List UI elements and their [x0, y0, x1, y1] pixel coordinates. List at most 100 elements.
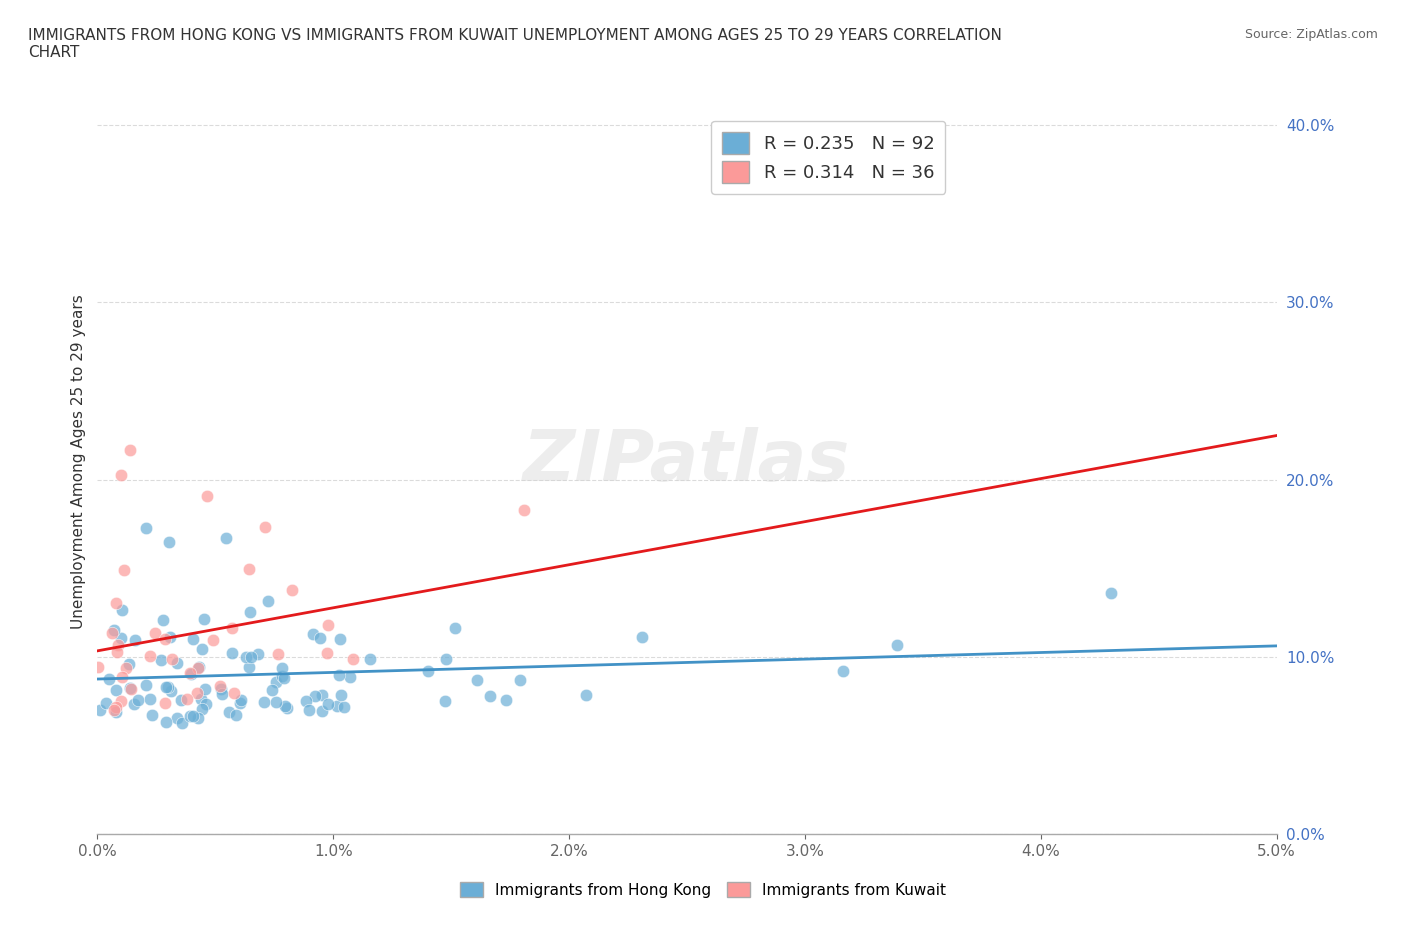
- Point: [443, 620, 465, 635]
- Point: [208, 679, 231, 694]
- Point: [111, 670, 134, 684]
- Point: [103, 702, 125, 717]
- Legend: Immigrants from Hong Kong, Immigrants from Kuwait: Immigrants from Hong Kong, Immigrants fr…: [454, 875, 952, 904]
- Point: [298, 702, 321, 717]
- Point: [181, 631, 204, 646]
- Point: [179, 666, 201, 681]
- Point: [120, 682, 142, 697]
- Point: [434, 693, 457, 708]
- Point: [224, 685, 246, 700]
- Point: [342, 652, 364, 667]
- Point: [139, 649, 162, 664]
- Point: [105, 644, 128, 659]
- Point: [221, 645, 243, 660]
- Point: [332, 699, 354, 714]
- Text: Source: ZipAtlas.com: Source: ZipAtlas.com: [1244, 28, 1378, 41]
- Point: [160, 651, 183, 666]
- Point: [238, 659, 260, 674]
- Point: [107, 638, 129, 653]
- Point: [295, 693, 318, 708]
- Point: [101, 625, 124, 640]
- Point: [465, 673, 488, 688]
- Point: [630, 630, 652, 644]
- Point: [211, 686, 233, 701]
- Point: [135, 678, 157, 693]
- Point: [104, 704, 127, 719]
- Point: [127, 693, 149, 708]
- Point: [124, 632, 146, 647]
- Point: [264, 674, 287, 689]
- Point: [191, 701, 214, 716]
- Point: [311, 703, 333, 718]
- Point: [267, 646, 290, 661]
- Point: [256, 594, 278, 609]
- Point: [359, 651, 381, 666]
- Point: [273, 671, 295, 685]
- Point: [304, 689, 326, 704]
- Point: [190, 692, 212, 707]
- Point: [253, 695, 276, 710]
- Point: [181, 709, 204, 724]
- Legend: R = 0.235   N = 92, R = 0.314   N = 36: R = 0.235 N = 92, R = 0.314 N = 36: [711, 121, 945, 193]
- Point: [316, 697, 339, 711]
- Point: [87, 660, 110, 675]
- Point: [110, 631, 132, 645]
- Point: [94, 696, 117, 711]
- Point: [159, 630, 181, 644]
- Point: [187, 660, 209, 675]
- Point: [110, 468, 132, 483]
- Point: [97, 671, 120, 686]
- Point: [1099, 586, 1122, 601]
- Point: [141, 707, 163, 722]
- Point: [513, 502, 536, 517]
- Point: [831, 663, 853, 678]
- Point: [271, 661, 294, 676]
- Point: [479, 689, 502, 704]
- Point: [166, 656, 188, 671]
- Point: [179, 709, 201, 724]
- Point: [104, 699, 127, 714]
- Point: [315, 646, 337, 661]
- Point: [316, 618, 339, 632]
- Text: IMMIGRANTS FROM HONG KONG VS IMMIGRANTS FROM KUWAIT UNEMPLOYMENT AMONG AGES 25 T: IMMIGRANTS FROM HONG KONG VS IMMIGRANTS …: [28, 28, 1002, 60]
- Point: [215, 530, 238, 545]
- Point: [110, 603, 132, 618]
- Point: [153, 631, 176, 646]
- Point: [191, 642, 214, 657]
- Point: [114, 660, 136, 675]
- Point: [308, 631, 330, 645]
- Point: [260, 683, 283, 698]
- Point: [105, 683, 128, 698]
- Point: [235, 649, 257, 664]
- Point: [186, 685, 208, 700]
- Point: [239, 604, 262, 619]
- Point: [104, 595, 127, 610]
- Point: [160, 684, 183, 698]
- Point: [270, 669, 292, 684]
- Point: [209, 682, 232, 697]
- Point: [302, 627, 325, 642]
- Y-axis label: Unemployment Among Ages 25 to 29 years: Unemployment Among Ages 25 to 29 years: [72, 295, 86, 630]
- Point: [166, 711, 188, 725]
- Point: [221, 621, 243, 636]
- Point: [229, 695, 252, 710]
- Point: [238, 562, 260, 577]
- Point: [195, 697, 218, 711]
- Point: [172, 715, 194, 730]
- Point: [135, 520, 157, 535]
- Point: [329, 687, 352, 702]
- Point: [118, 681, 141, 696]
- Point: [575, 687, 598, 702]
- Point: [495, 692, 517, 707]
- Point: [155, 680, 177, 695]
- Point: [89, 702, 111, 717]
- Point: [110, 694, 132, 709]
- Point: [156, 680, 179, 695]
- Point: [266, 694, 288, 709]
- Point: [274, 699, 297, 714]
- Point: [326, 699, 349, 714]
- Point: [118, 657, 141, 671]
- Point: [416, 663, 439, 678]
- Point: [225, 708, 247, 723]
- Point: [195, 488, 218, 503]
